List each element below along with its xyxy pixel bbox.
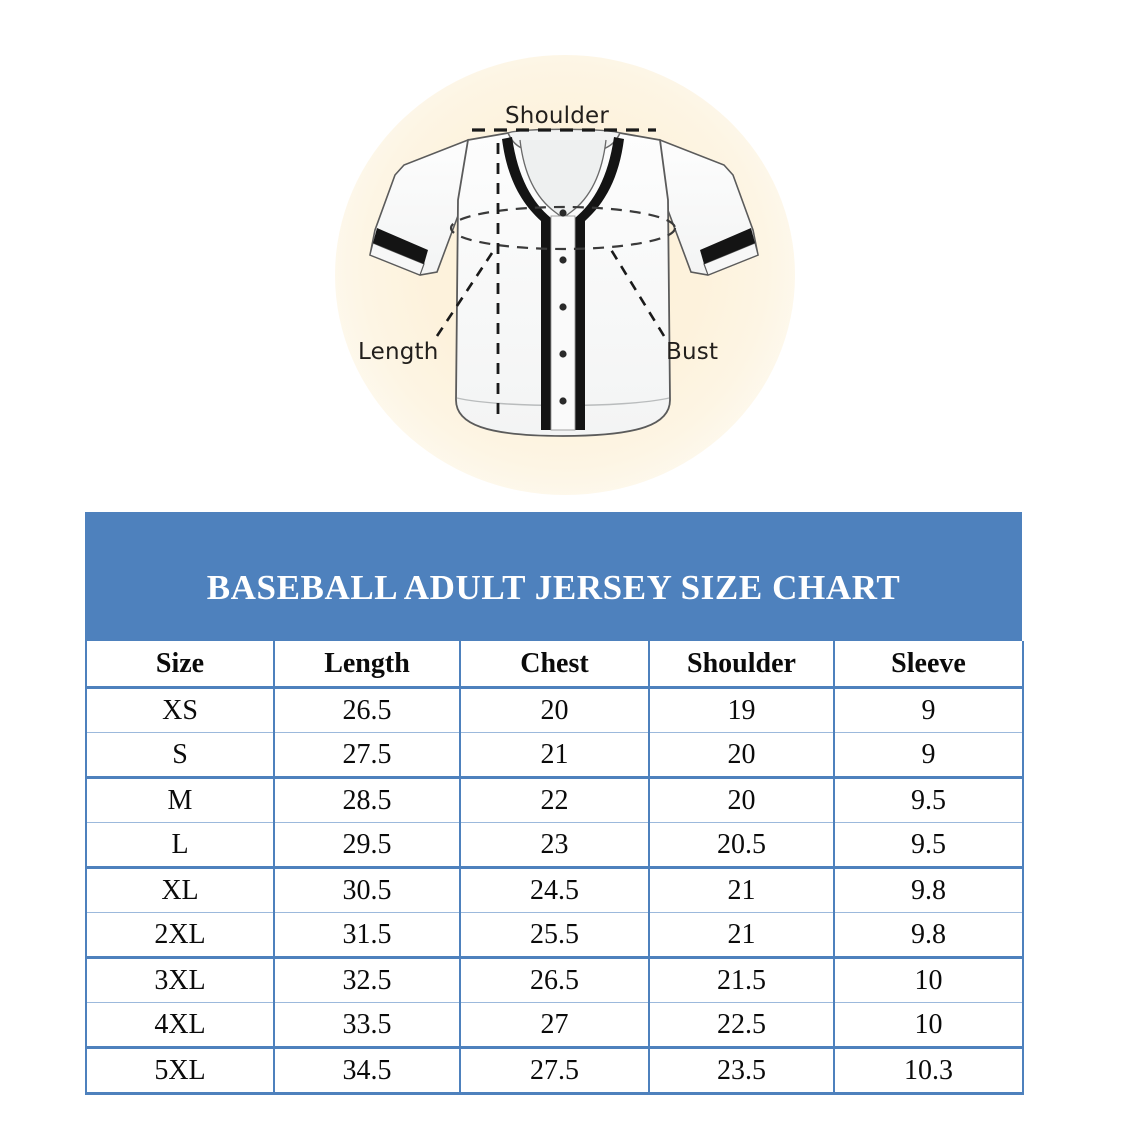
- cell-measure: 21: [459, 732, 650, 779]
- bust-measure-ellipse: [449, 205, 677, 251]
- cell-measure: 9.5: [833, 822, 1024, 869]
- left-cuff-stripe: [373, 228, 428, 264]
- cell-measure: 24.5: [459, 867, 650, 913]
- button-3: [559, 303, 567, 311]
- cell-measure: 10: [833, 957, 1024, 1003]
- page-title: BASEBALL ADULT JERSEY SIZE CHART: [206, 568, 901, 607]
- column-header-sleeve: Sleeve: [833, 641, 1024, 689]
- cell-size: XL: [85, 867, 275, 913]
- size-table: Size Length Chest Shoulder Sleeve XS 26.5…: [85, 641, 1024, 1095]
- cell-measure: 22.5: [648, 1002, 835, 1049]
- cell-size: L: [85, 822, 275, 869]
- cell-measure: 33.5: [273, 1002, 461, 1049]
- cell-measure: 20: [459, 687, 650, 733]
- placket-center: [550, 215, 576, 431]
- cell-measure: 9.5: [833, 777, 1024, 823]
- cell-measure: 26.5: [459, 957, 650, 1003]
- right-cuff-stripe: [700, 228, 755, 264]
- chart-title-bar: BASEBALL ADULT JERSEY SIZE CHART: [85, 512, 1022, 641]
- size-chart: BASEBALL ADULT JERSEY SIZE CHART Size Le…: [85, 512, 1024, 1095]
- table-row: L 29.5 23 20.5 9.5: [85, 822, 1024, 869]
- jersey-diagram: Shoulder Length Bust: [0, 0, 1130, 505]
- cell-measure: 27.5: [273, 732, 461, 779]
- cell-measure: 20.5: [648, 822, 835, 869]
- cell-size: 2XL: [85, 912, 275, 959]
- cell-measure: 30.5: [273, 867, 461, 913]
- column-header-length: Length: [273, 641, 461, 689]
- cell-size: 3XL: [85, 957, 275, 1003]
- cell-measure: 27.5: [459, 1047, 650, 1095]
- table-row: 3XL 32.5 26.5 21.5 10: [85, 957, 1024, 1003]
- cell-measure: 9: [833, 687, 1024, 733]
- table-row: M 28.5 22 20 9.5: [85, 777, 1024, 823]
- cell-measure: 21: [648, 867, 835, 913]
- column-header-shoulder: Shoulder: [648, 641, 835, 689]
- cell-measure: 23: [459, 822, 650, 869]
- button-1: [559, 209, 567, 217]
- cell-size: XS: [85, 687, 275, 733]
- cell-measure: 27: [459, 1002, 650, 1049]
- cell-measure: 20: [648, 777, 835, 823]
- column-header-chest: Chest: [459, 641, 650, 689]
- cell-measure: 9: [833, 732, 1024, 779]
- table-body: XS 26.5 20 19 9 S 27.5 21 20 9 M 28.5 22 20 9.5 L 29.5 23…: [85, 687, 1024, 1095]
- cell-measure: 29.5: [273, 822, 461, 869]
- table-header-row: Size Length Chest Shoulder Sleeve: [85, 641, 1024, 689]
- cell-size: S: [85, 732, 275, 779]
- table-row: 5XL 34.5 27.5 23.5 10.3: [85, 1047, 1024, 1095]
- table-row: XL 30.5 24.5 21 9.8: [85, 867, 1024, 913]
- cell-measure: 20: [648, 732, 835, 779]
- column-header-size: Size: [85, 641, 275, 689]
- cell-measure: 21.5: [648, 957, 835, 1003]
- cell-measure: 10.3: [833, 1047, 1024, 1095]
- button-5: [559, 397, 567, 405]
- cell-measure: 22: [459, 777, 650, 823]
- table-row: 4XL 33.5 27 22.5 10: [85, 1002, 1024, 1049]
- cell-measure: 10: [833, 1002, 1024, 1049]
- table-row: XS 26.5 20 19 9: [85, 687, 1024, 733]
- cell-measure: 26.5: [273, 687, 461, 733]
- cell-measure: 21: [648, 912, 835, 959]
- cell-measure: 34.5: [273, 1047, 461, 1095]
- bust-label: Bust: [666, 339, 719, 365]
- cell-measure: 32.5: [273, 957, 461, 1003]
- button-2: [559, 256, 567, 264]
- jersey-illustration-svg: [369, 128, 759, 437]
- length-label: Length: [358, 339, 439, 365]
- placket-right-stripe: [575, 137, 624, 430]
- cell-size: M: [85, 777, 275, 823]
- cell-measure: 25.5: [459, 912, 650, 959]
- cell-measure: 9.8: [833, 912, 1024, 959]
- cell-measure: 9.8: [833, 867, 1024, 913]
- placket-left-stripe: [502, 137, 551, 430]
- cell-measure: 31.5: [273, 912, 461, 959]
- cell-measure: 28.5: [273, 777, 461, 823]
- cell-size: 5XL: [85, 1047, 275, 1095]
- shoulder-label: Shoulder: [505, 103, 610, 129]
- cell-measure: 19: [648, 687, 835, 733]
- cell-measure: 23.5: [648, 1047, 835, 1095]
- table-row: 2XL 31.5 25.5 21 9.8: [85, 912, 1024, 959]
- cell-size: 4XL: [85, 1002, 275, 1049]
- button-4: [559, 350, 567, 358]
- table-row: S 27.5 21 20 9: [85, 732, 1024, 779]
